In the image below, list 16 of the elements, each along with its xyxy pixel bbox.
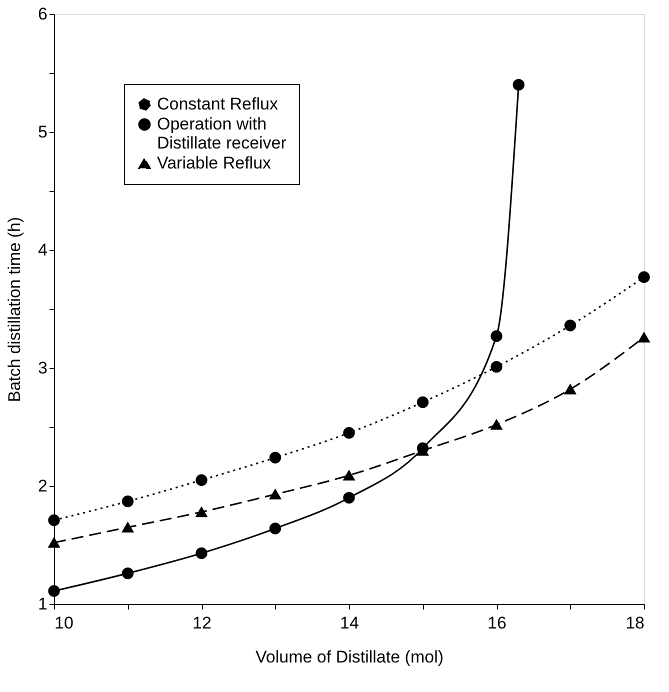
legend-label: Variable Reflux: [157, 154, 272, 172]
x-axis-title: Volume of Distillate (mol): [255, 648, 444, 666]
x-tick-label: 16: [488, 614, 506, 632]
y-tick-label: 2: [38, 476, 48, 496]
x-tick-label: 12: [192, 614, 212, 632]
x-tick-label: 14: [340, 614, 359, 632]
y-tick-label: 4: [38, 240, 48, 260]
y-tick-label: 6: [38, 4, 48, 24]
y-tick-label: 1: [38, 594, 48, 614]
x-tick-label: 10: [54, 614, 74, 632]
y-axis-title: Batch distillation time (h): [5, 216, 24, 402]
y-tick-label: 3: [38, 358, 48, 378]
y-tick-label: 5: [38, 122, 48, 142]
legend-label: Constant Reflux: [157, 94, 278, 114]
x-tick-label: 18: [626, 614, 644, 632]
legend-label: Operation with Distillate receiver: [157, 114, 287, 152]
